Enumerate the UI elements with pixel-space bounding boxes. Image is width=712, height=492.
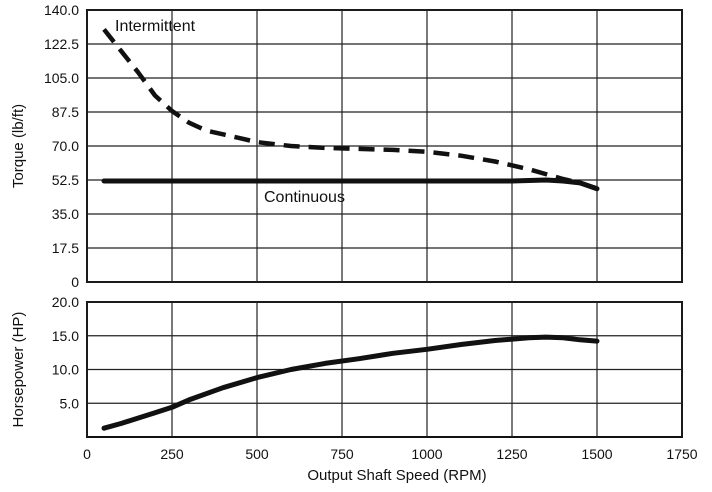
x-tick-label: 1000 [411, 446, 442, 462]
horsepower-y-tick-label: 15.0 [52, 328, 79, 344]
torque-y-axis-title: Torque (lb/ft) [10, 104, 27, 188]
torque-y-tick-label: 35.0 [52, 206, 79, 222]
x-tick-label: 0 [83, 446, 91, 462]
x-tick-label: 750 [330, 446, 354, 462]
series-label-continuous: Continuous [264, 189, 345, 206]
x-axis-title: Output Shaft Speed (RPM) [307, 467, 486, 484]
x-tick-labels: 0 250 500 750 1000 1250 1500 1750 [83, 446, 698, 462]
torque-y-tick-label: 140.0 [44, 2, 79, 18]
horsepower-panel: 5.0 10.0 15.0 20.0 Horsepower (HP) [10, 294, 683, 438]
horsepower-y-axis-title: Horsepower (HP) [10, 312, 27, 428]
horsepower-y-tick-label: 10.0 [52, 362, 79, 378]
torque-y-tick-label: 0 [71, 274, 79, 290]
horsepower-y-tick-label: 5.0 [60, 395, 80, 411]
torque-y-tick-label: 52.5 [52, 172, 79, 188]
torque-y-tick-label: 105.0 [44, 70, 79, 86]
horsepower-y-tick-labels: 5.0 10.0 15.0 20.0 [52, 294, 79, 411]
torque-series-lines [101, 28, 600, 192]
series-line-intermittent [102, 28, 598, 191]
torque-gridlines [86, 9, 683, 283]
x-tick-label: 1500 [581, 446, 612, 462]
horsepower-series-lines [101, 334, 600, 431]
torque-panel: 0 17.5 35.0 52.5 70.0 87.5 105.0 122.5 140.0 Tor… [10, 2, 683, 290]
torque-y-tick-label: 122.5 [44, 36, 79, 52]
torque-y-tick-label: 17.5 [52, 240, 79, 256]
x-tick-label: 500 [245, 446, 269, 462]
horsepower-y-tick-label: 20.0 [52, 294, 79, 310]
series-line-horsepower [101, 334, 600, 431]
torque-y-tick-label: 87.5 [52, 104, 79, 120]
torque-y-tick-label: 70.0 [52, 138, 79, 154]
x-tick-label: 1750 [666, 446, 697, 462]
series-label-intermittent: Intermittent [115, 18, 196, 35]
horsepower-gridlines [86, 301, 683, 437]
x-tick-label: 1250 [496, 446, 527, 462]
series-line-continuous [101, 177, 600, 192]
x-tick-label: 250 [160, 446, 184, 462]
torque-y-tick-labels: 0 17.5 35.0 52.5 70.0 87.5 105.0 122.5 140.0 [44, 2, 79, 290]
